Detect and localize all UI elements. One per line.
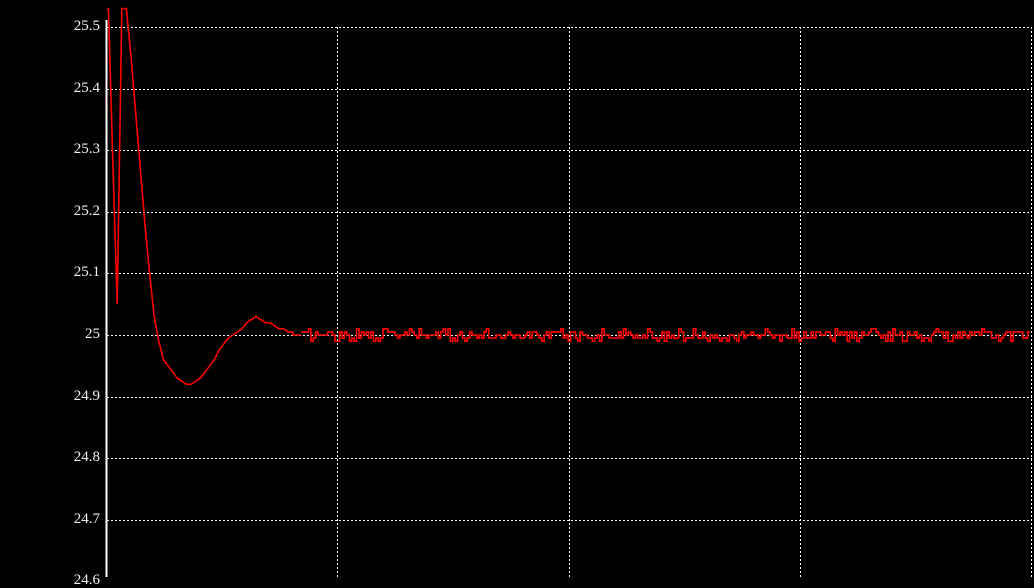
y-tick-label: 25 bbox=[85, 326, 100, 342]
y-tick-label: 25.2 bbox=[73, 202, 100, 219]
y-tick-label: 25.4 bbox=[73, 79, 100, 96]
y-tick-label: 24.7 bbox=[73, 510, 100, 527]
temperature-trace bbox=[107, 7, 302, 386]
y-tick-label: 25.3 bbox=[73, 141, 100, 158]
y-tick-label: 24.9 bbox=[73, 387, 100, 404]
y-tick-label: 24.8 bbox=[73, 449, 100, 466]
y-tick-label: 25.5 bbox=[73, 18, 100, 34]
y-tick-label: 25.1 bbox=[73, 264, 100, 281]
temperature-trace-steady bbox=[301, 327, 1030, 343]
data-trace-group bbox=[107, 7, 1030, 386]
y-tick-label: 24.6 bbox=[73, 572, 100, 588]
